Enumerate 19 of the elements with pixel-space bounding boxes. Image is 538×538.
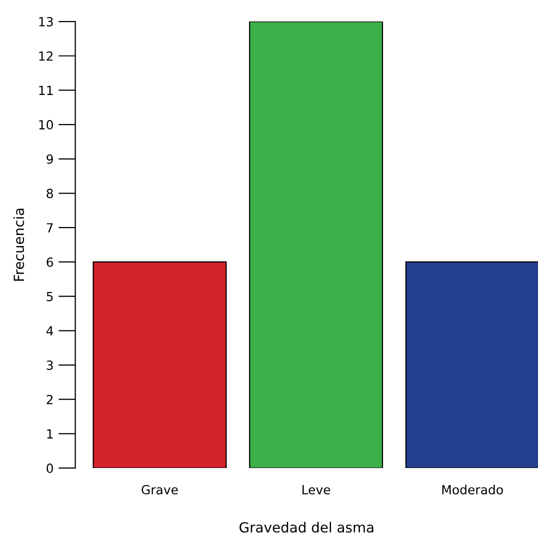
y-tick-label: 4 (46, 326, 54, 336)
y-tick-label: 10 (39, 120, 53, 130)
y-tick-label: 9 (46, 154, 53, 164)
x-tick-label: Grave (142, 484, 178, 494)
y-axis-title: Frecuencia (13, 208, 24, 281)
y-tick-label: 1 (47, 429, 53, 438)
x-axis-title: Gravedad del asma (240, 522, 374, 533)
y-tick-label: 13 (39, 16, 53, 26)
y-tick-label: 5 (46, 292, 53, 302)
y-tick-label: 0 (46, 464, 53, 473)
x-tick-label: Moderado (442, 484, 503, 494)
y-tick-label: 6 (46, 257, 54, 267)
y-tick-label: 8 (46, 188, 53, 198)
y-tick-label: 2 (46, 394, 53, 404)
y-tick-label: 11 (39, 86, 53, 95)
y-tick-label: 7 (46, 223, 53, 232)
x-tick-label: Leve (302, 485, 330, 494)
y-tick-label: 12 (39, 51, 53, 61)
y-tick-label: 3 (46, 360, 53, 370)
